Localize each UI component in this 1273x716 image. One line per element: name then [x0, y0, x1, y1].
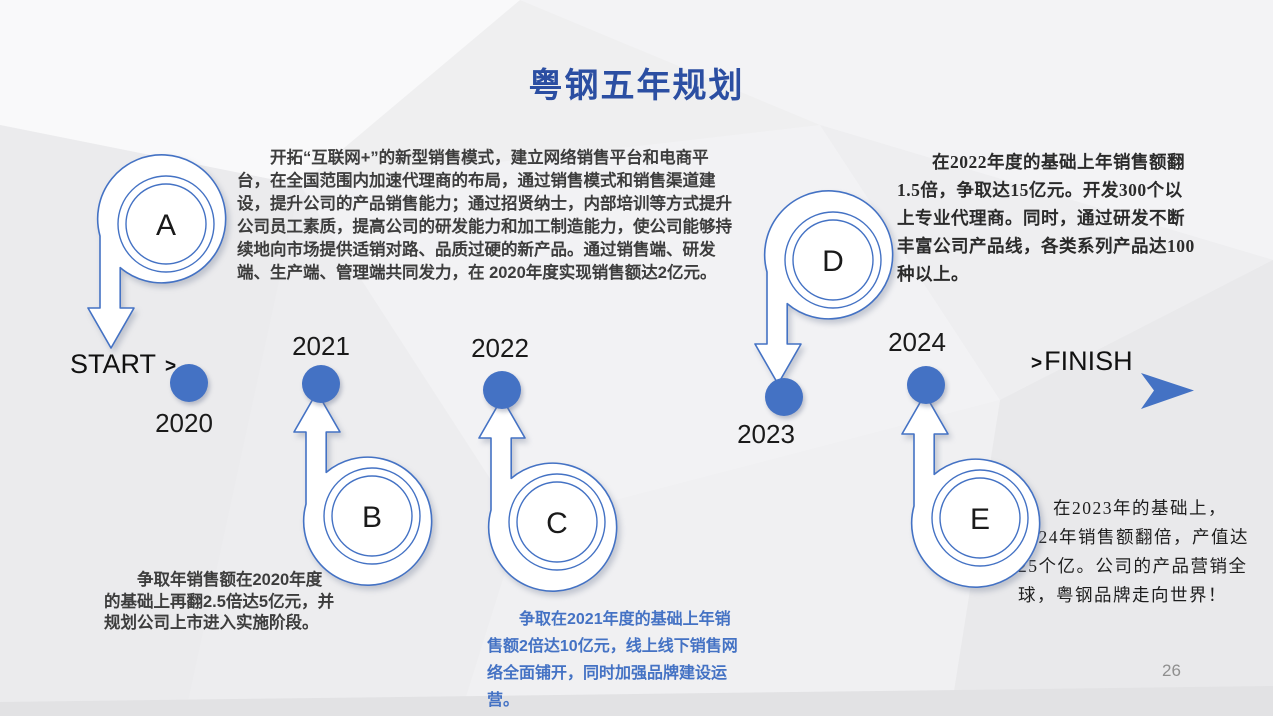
start-chevron-icon: > [165, 355, 177, 377]
finish-arrow-icon [1141, 373, 1194, 409]
stage-letter-d: D [822, 245, 844, 278]
timeline-dot-2020 [170, 364, 208, 402]
stage-b-description: 争取年销售额在2020年度的基础上再翻2.5倍达5亿元，并规划公司上市进入实施阶… [104, 571, 335, 632]
stage-letter-a: A [156, 209, 176, 242]
loop-arrow-c: C [477, 394, 627, 594]
year-label-2021: 2021 [292, 331, 350, 361]
loop-arrow-d: D [753, 188, 903, 388]
timeline-dot-2022 [483, 371, 521, 409]
year-label-2022: 2022 [471, 333, 529, 363]
timeline-dot-2024 [907, 366, 945, 404]
loop-arrow-e: E [900, 390, 1050, 590]
stage-a-description: 开拓“互联网+”的新型销售模式，建立网络销售平台和电商平台，在全国范围内加速代理… [237, 149, 732, 282]
timeline-dot-2023 [765, 378, 803, 416]
stage-letter-e: E [970, 503, 990, 536]
loop-arrow-b: B [292, 388, 442, 588]
year-label-2024: 2024 [888, 327, 946, 357]
stage-letter-c: C [546, 507, 568, 540]
start-label-text: START [70, 349, 157, 379]
stage-letter-b: B [362, 501, 382, 534]
finish-label: > FINISH [1031, 346, 1133, 377]
loop-arrow-a: A [86, 152, 236, 352]
start-label: START > [70, 349, 176, 380]
slide-title: 粤钢五年规划 [528, 67, 745, 105]
page-number: 26 [1162, 661, 1181, 680]
timeline-dot-2021 [302, 365, 340, 403]
year-label-2020: 2020 [155, 408, 213, 438]
finish-label-text: FINISH [1044, 346, 1133, 376]
finish-chevron-icon: > [1031, 352, 1043, 374]
stage-e-description: 在2023年的基础上，2024年销售额翻倍，产值达25个亿。公司的产品营销全球，… [1018, 498, 1249, 605]
stage-d-description: 在2022年度的基础上年销售额翻1.5倍，争取达15亿元。开发300个以上专业代… [897, 152, 1195, 284]
year-label-2023: 2023 [737, 419, 795, 449]
stage-c-description: 争取在2021年度的基础上年销售额2倍达10亿元，线上线下销售网络全面铺开，同时… [487, 611, 738, 709]
